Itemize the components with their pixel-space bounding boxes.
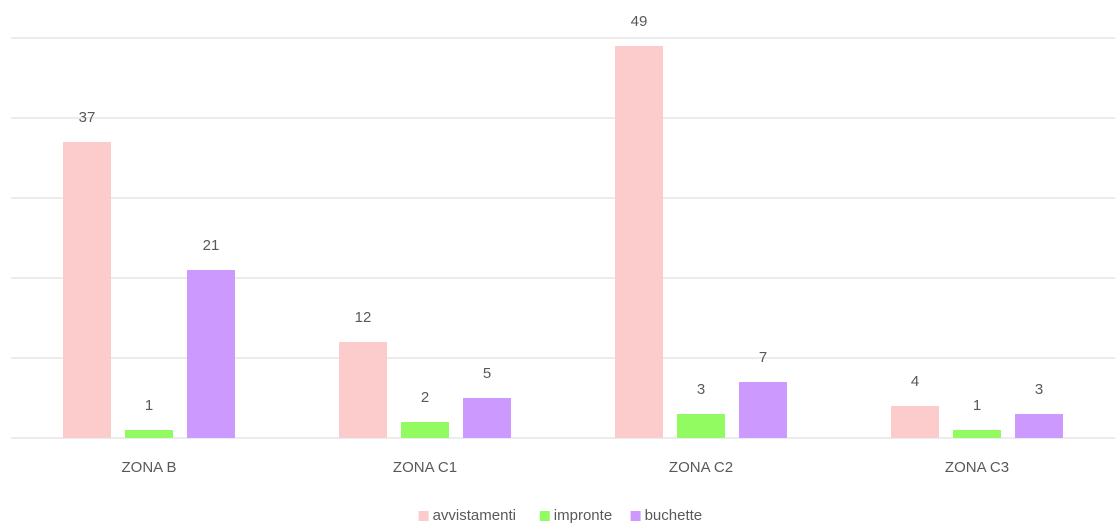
data-label: 21 [203,237,220,254]
data-label: 12 [355,309,372,326]
data-label: 3 [1035,381,1043,398]
bar [187,270,235,438]
bar [891,406,939,438]
bar [953,430,1001,438]
bar [125,430,173,438]
data-label: 1 [973,397,981,414]
bar [401,422,449,438]
bar [739,382,787,438]
bar [63,142,111,438]
data-label: 37 [79,109,96,126]
x-tick-label: ZONA C1 [393,459,457,476]
x-tick-label: ZONA C3 [945,459,1009,476]
legend-swatch [539,511,550,521]
data-label: 3 [697,381,705,398]
data-label: 2 [421,389,429,406]
data-label: 5 [483,365,491,382]
legend-swatch [418,511,429,521]
bar [339,342,387,438]
legend-label: avvistamenti [433,507,516,524]
data-label: 4 [911,373,919,390]
legend-swatch [630,511,641,521]
data-label: 49 [631,13,648,30]
bar [677,414,725,438]
x-tick-label: ZONA B [121,459,176,476]
data-label: 7 [759,349,767,366]
bar [1015,414,1063,438]
legend-label: buchette [645,507,703,524]
legend-label: impronte [554,507,612,524]
data-label: 1 [145,397,153,414]
bar [615,46,663,438]
bar [463,398,511,438]
x-tick-label: ZONA C2 [669,459,733,476]
